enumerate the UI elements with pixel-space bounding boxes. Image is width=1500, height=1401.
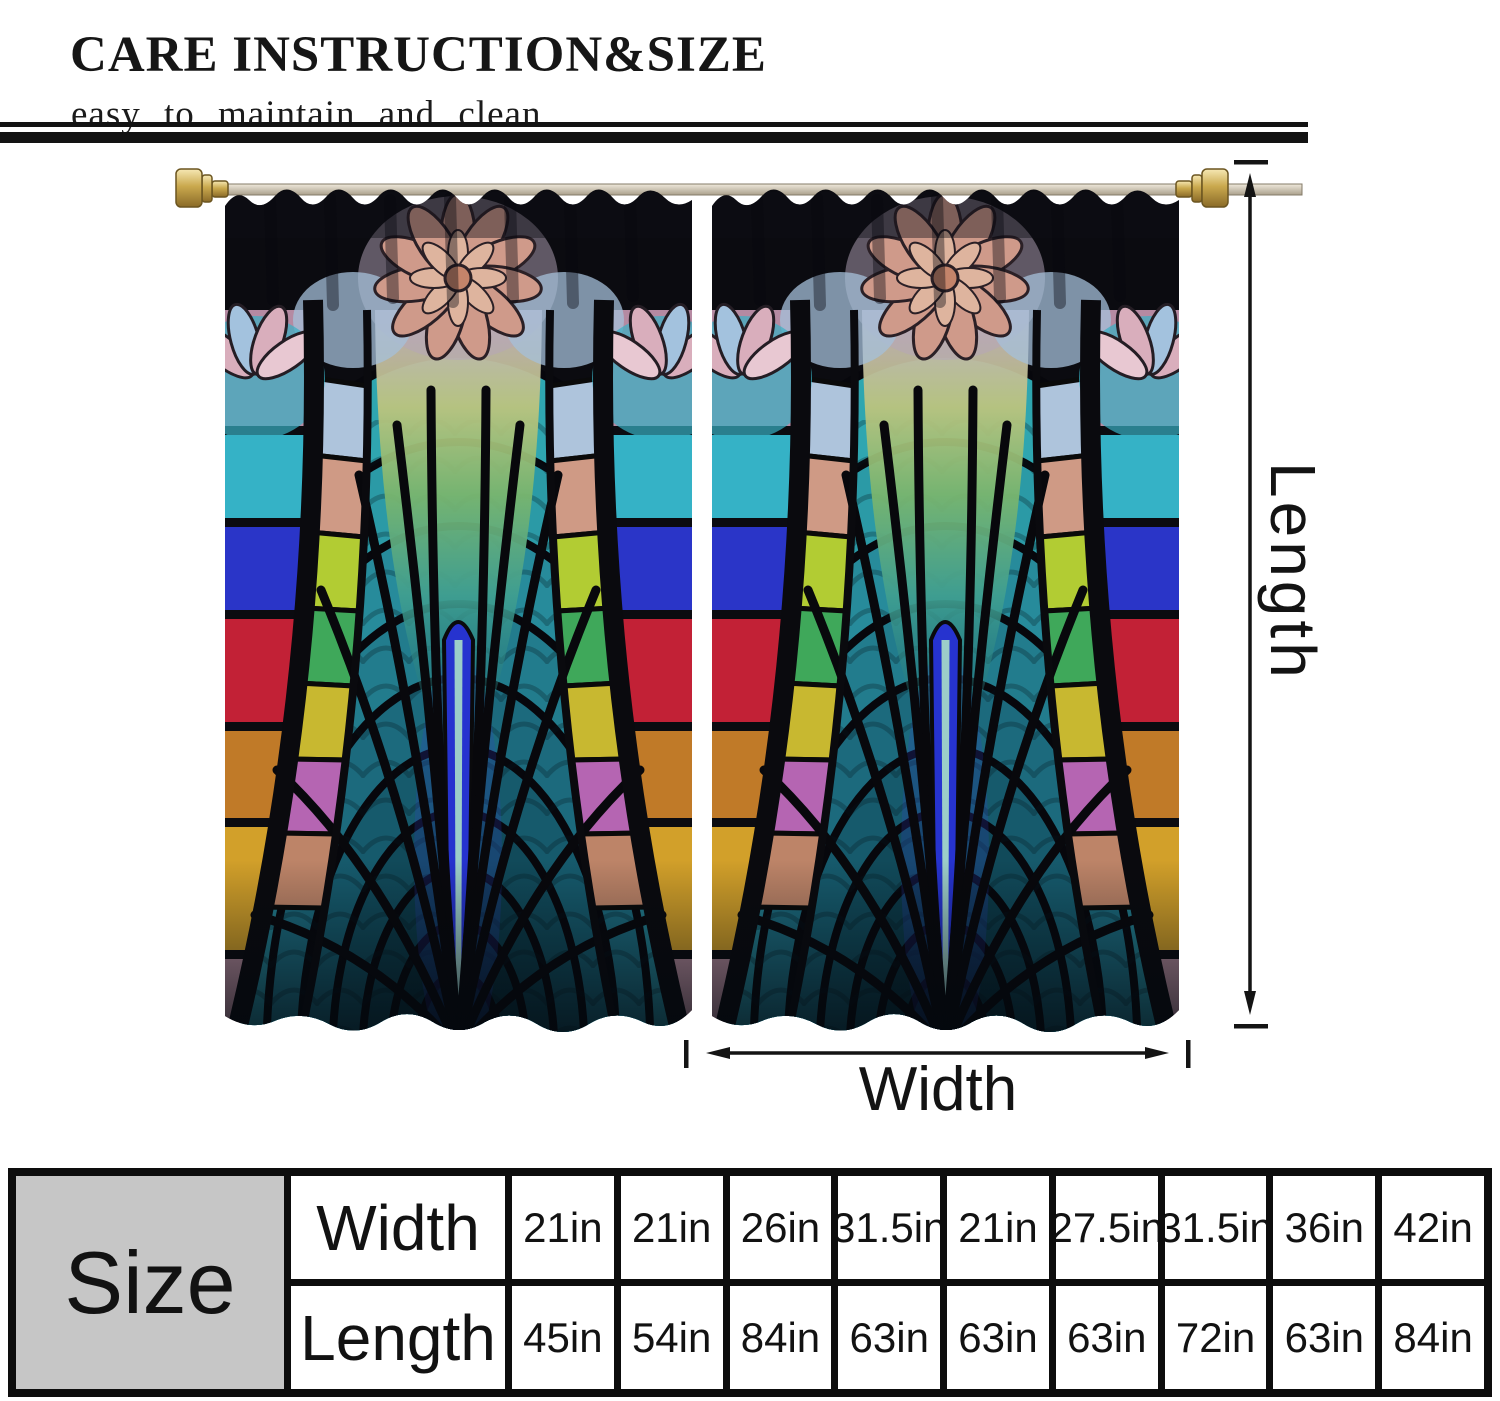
width-dimension-label: Width (858, 1055, 1018, 1124)
length-tick-bottom (1234, 1024, 1268, 1029)
size-table: Size Width 21in 21in 26in 31.5in 21in 27… (8, 1168, 1492, 1397)
rod-finial-left (175, 168, 229, 208)
width-value-2: 26in (729, 1176, 832, 1279)
length-value-3: 63in (838, 1286, 941, 1389)
length-tick-top (1234, 160, 1268, 165)
length-value-4: 63in (947, 1286, 1049, 1389)
width-value-8: 42in (1382, 1176, 1484, 1279)
divider-thick (0, 132, 1308, 143)
rod-finial-right (1175, 168, 1229, 208)
length-value-5: 63in (1055, 1286, 1158, 1389)
length-row-label: Length (291, 1286, 505, 1389)
width-value-7: 36in (1273, 1176, 1376, 1279)
width-value-0: 21in (512, 1176, 614, 1279)
width-tick-right (1186, 1040, 1191, 1068)
page-subtitle: easy to maintain and clean (71, 94, 542, 135)
page-title: CARE INSTRUCTION&SIZE (70, 27, 767, 84)
length-value-8: 84in (1382, 1286, 1484, 1389)
width-value-5: 27.5in (1055, 1176, 1158, 1279)
length-value-0: 45in (512, 1286, 614, 1389)
width-arrow (684, 1040, 1191, 1068)
length-value-2: 84in (729, 1286, 832, 1389)
length-dimension-label: Length (1257, 462, 1329, 682)
width-value-6: 31.5in (1164, 1176, 1267, 1279)
width-value-4: 21in (947, 1176, 1049, 1279)
length-value-6: 72in (1164, 1286, 1267, 1389)
divider-thin (0, 122, 1308, 127)
width-value-3: 31.5in (838, 1176, 941, 1279)
size-table-corner: Size (16, 1176, 284, 1389)
width-tick-left (684, 1040, 689, 1068)
width-row-label: Width (291, 1176, 505, 1279)
length-value-7: 63in (1273, 1286, 1376, 1389)
length-value-1: 54in (620, 1286, 723, 1389)
length-arrow (1234, 160, 1268, 1029)
width-value-1: 21in (620, 1176, 723, 1279)
